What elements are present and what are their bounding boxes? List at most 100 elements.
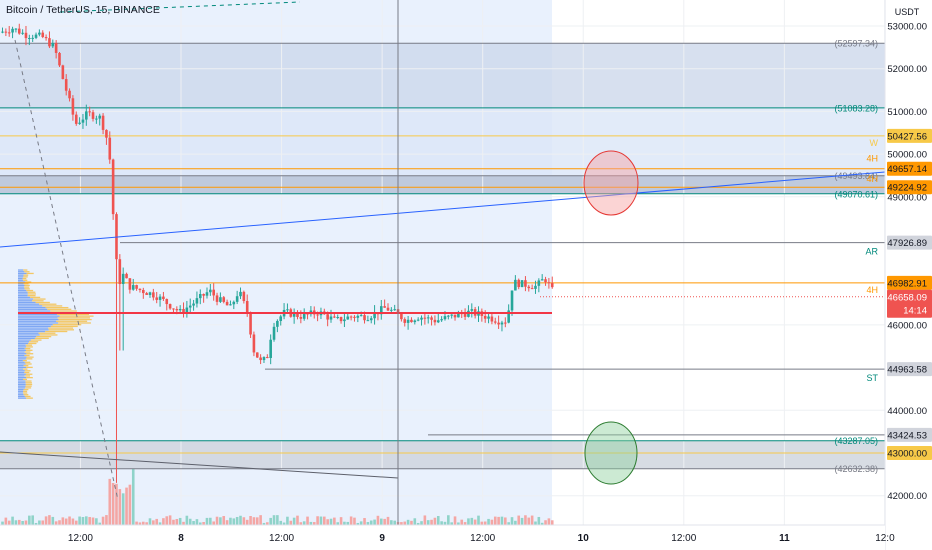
profile-bar-buy [18, 279, 24, 281]
level-price-tag-text: 49224.92 [887, 183, 927, 194]
volume-bar [346, 521, 350, 525]
profile-bar-sell [23, 274, 29, 276]
volume-bar [376, 515, 380, 525]
price-axis[interactable]: USDT 53000.00 52000.00 51000.00 50000.00 4900… [540, 0, 932, 550]
volume-bar [460, 519, 464, 525]
candle-body [212, 289, 215, 296]
profile-bar-sell [48, 329, 75, 331]
candle-body [537, 280, 541, 286]
volume-bar [530, 515, 534, 525]
volume-bar [245, 519, 249, 525]
candle-body [517, 279, 521, 288]
profile-bar-sell [24, 361, 31, 363]
y-tick-label: 51000.00 [887, 107, 927, 118]
profile-bar-buy [18, 301, 36, 304]
profile-bar-buy [18, 324, 53, 326]
volume-bar [152, 520, 155, 525]
x-tick-label: 8 [178, 533, 184, 544]
candle-body [125, 273, 128, 279]
volume-bar [182, 521, 185, 525]
volume-bar [483, 521, 487, 525]
volume-bar [349, 516, 353, 525]
profile-bar-buy [18, 334, 40, 336]
level-price-tag [887, 275, 932, 290]
candle-body [14, 28, 18, 30]
profile-bar-buy [18, 286, 25, 288]
profile-bar-sell [24, 288, 30, 290]
candle-body [336, 317, 340, 319]
candle-body [21, 32, 24, 34]
level-price-tag-text: 43000.00 [887, 449, 927, 460]
candle-body [7, 32, 11, 34]
profile-bar-buy [18, 378, 23, 381]
profile-bar-sell [25, 349, 33, 351]
candle-body [292, 312, 296, 317]
volume-bar [212, 521, 215, 525]
candle-body [252, 334, 256, 353]
x-tick-label: 11 [779, 533, 790, 544]
candle-body [249, 312, 252, 335]
volume-bar [426, 520, 430, 525]
candle-body [339, 317, 343, 322]
level-price-tag-text: 46982.91 [887, 278, 927, 289]
volume-bar [510, 517, 514, 525]
candle-body [534, 285, 537, 289]
candle-body [54, 42, 58, 53]
profile-bar-sell [24, 286, 30, 288]
volume-bar [14, 520, 18, 525]
volume-bar [286, 516, 289, 525]
profile-bar-sell [58, 318, 92, 321]
profile-bar-buy [18, 346, 27, 348]
candle-body [333, 316, 336, 318]
volume-bar [450, 522, 453, 525]
candle-body [436, 320, 440, 323]
profile-bar-sell [23, 392, 28, 394]
profile-bar-buy [18, 337, 35, 340]
candle-body [172, 308, 175, 310]
top-dashed-line [59, 1, 301, 13]
candle-body [91, 112, 95, 119]
volume-bar [312, 522, 316, 525]
profile-bar-buy [18, 356, 27, 358]
profile-bar-buy [18, 366, 27, 369]
resistance-zone-upper [0, 43, 885, 108]
profile-bar-sell [45, 306, 69, 309]
candle-body [152, 292, 155, 298]
candle-body [433, 319, 437, 323]
profile-bar-buy [18, 353, 27, 355]
level-inline-label: (42632.38) [834, 464, 878, 474]
volume-bar [386, 516, 390, 525]
volume-bar [101, 516, 105, 525]
volume-bar [239, 515, 242, 525]
profile-bar-sell [22, 277, 27, 280]
resistance-circle [583, 150, 639, 216]
profile-bar-sell [24, 370, 31, 372]
candle-body [463, 314, 467, 317]
time-axis[interactable]: 12:00 8 12:00 9 12:00 10 12:00 11 12:0 [0, 524, 895, 550]
volume-bar [108, 478, 112, 525]
candle-body [242, 291, 246, 302]
profile-bar-sell [24, 375, 31, 377]
candle-body [24, 32, 28, 39]
x-tick-label: 9 [379, 533, 385, 544]
y-tick-label: 49000.00 [887, 192, 927, 203]
candle-body [500, 322, 504, 325]
volume-bar [383, 518, 386, 525]
profile-bar-sell [38, 332, 56, 334]
candle-body [185, 307, 189, 313]
volume-bar [514, 520, 517, 525]
candle-body [121, 273, 125, 285]
candle-body [71, 98, 75, 115]
y-tick-label: 46000.00 [887, 320, 927, 331]
candle-body [255, 352, 259, 358]
volume-bar [436, 516, 440, 525]
volume-bar [296, 515, 299, 525]
profile-bar-sell [26, 397, 33, 399]
candle-body [85, 111, 88, 120]
profile-bar-buy [18, 284, 25, 287]
volume-bar [255, 517, 259, 525]
price-axis-bg [885, 0, 932, 550]
profile-bar-sell [25, 387, 32, 389]
candle-body [453, 314, 457, 318]
